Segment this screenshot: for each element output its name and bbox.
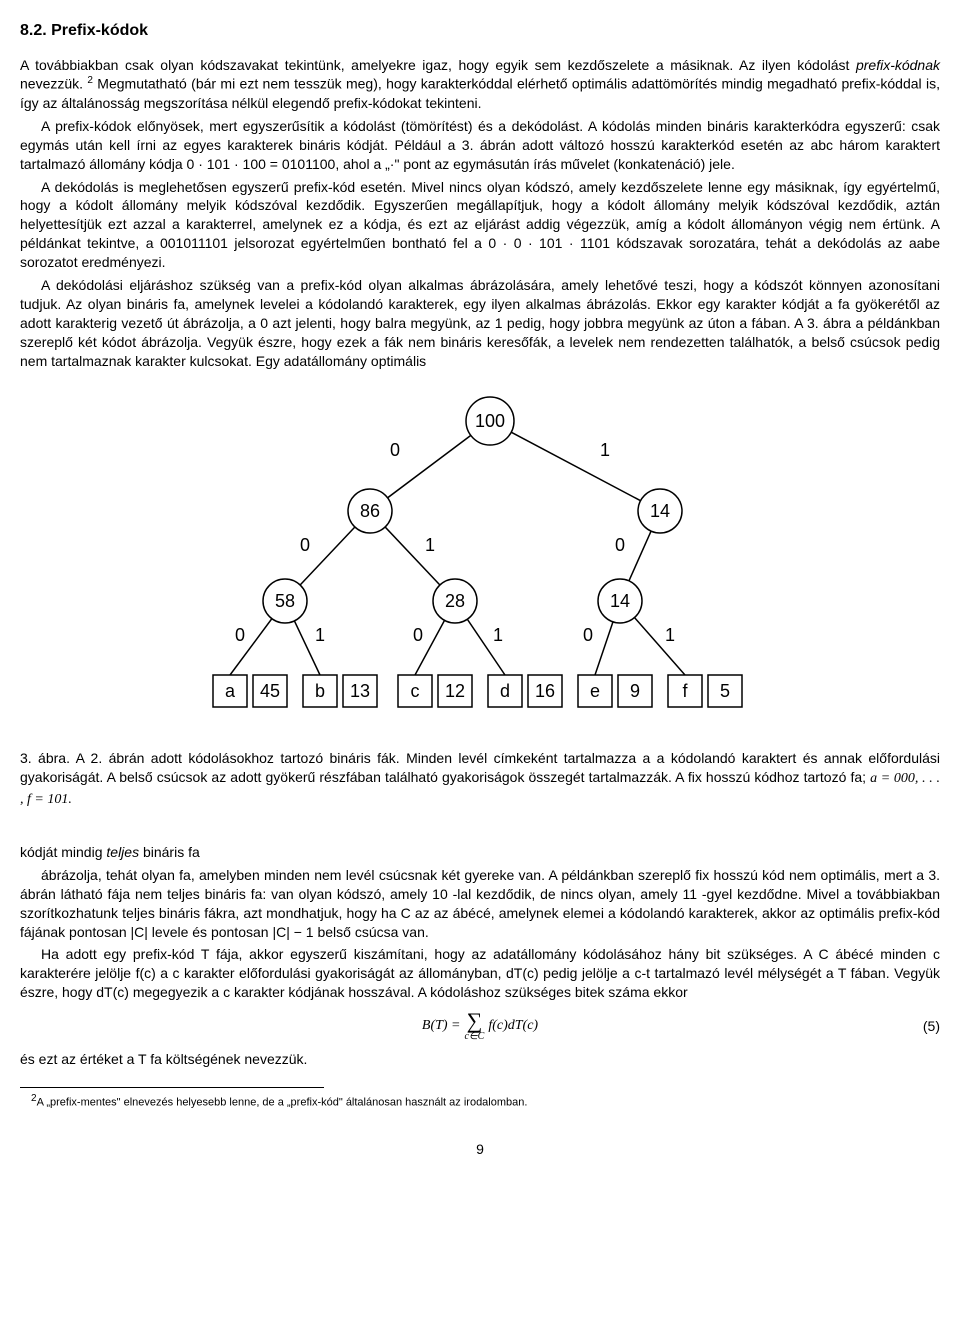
paragraph-5: kódját mindig teljes bináris fa — [20, 843, 940, 862]
paragraph-3: A dekódolás is meglehetősen egyszerű pre… — [20, 178, 940, 272]
svg-text:13: 13 — [350, 681, 370, 701]
text: bináris fa — [139, 844, 200, 860]
equation-5: B(T) = ∑ c∈C f(c)dT(c) (5) — [20, 1010, 940, 1042]
svg-text:c: c — [411, 681, 420, 701]
paragraph-8: és ezt az értéket a T fa költségének nev… — [20, 1050, 940, 1069]
footnote-rule — [20, 1087, 324, 1088]
svg-text:e: e — [590, 681, 600, 701]
term-teljes: teljes — [106, 844, 139, 860]
text: nevezzük. — [20, 76, 87, 92]
paragraph-1: A továbbiakban csak olyan kódszavakat te… — [20, 56, 940, 113]
svg-text:1: 1 — [665, 625, 675, 645]
sum-lower-limit: c∈C — [465, 1032, 485, 1042]
eq-rhs: f(c)dT(c) — [488, 1017, 538, 1036]
svg-text:0: 0 — [390, 440, 400, 460]
svg-text:0: 0 — [615, 535, 625, 555]
text: Megmutatható (bár mi ezt nem tesszük meg… — [20, 76, 940, 111]
sigma-symbol: ∑ — [467, 1010, 483, 1032]
svg-text:16: 16 — [535, 681, 555, 701]
svg-text:28: 28 — [445, 591, 465, 611]
figure-3-tree: 010100101011008614582814a45b13c12d16e9f5 — [20, 391, 940, 736]
svg-text:d: d — [500, 681, 510, 701]
svg-text:100: 100 — [475, 411, 505, 431]
eq-lhs: B(T) = — [422, 1017, 461, 1036]
svg-text:9: 9 — [630, 681, 640, 701]
svg-text:1: 1 — [493, 625, 503, 645]
svg-text:a: a — [225, 681, 236, 701]
footnote-text: A „prefix-mentes" elnevezés helyesebb le… — [37, 1097, 528, 1109]
equation-number: (5) — [923, 1017, 940, 1036]
eq-sum: ∑ c∈C — [465, 1010, 485, 1042]
caption-text: 3. ábra. A 2. ábrán adott kódolásokhoz t… — [20, 750, 940, 785]
footnote-2: 2A „prefix-mentes" elnevezés helyesebb l… — [20, 1092, 940, 1111]
paragraph-7: Ha adott egy prefix-kód T fája, akkor eg… — [20, 945, 940, 1002]
svg-text:0: 0 — [235, 625, 245, 645]
svg-text:45: 45 — [260, 681, 280, 701]
svg-text:0: 0 — [413, 625, 423, 645]
term-prefix-kod: prefix-kódnak — [856, 57, 940, 73]
figure-3-caption: 3. ábra. A 2. ábrán adott kódolásokhoz t… — [20, 749, 940, 810]
svg-text:1: 1 — [425, 535, 435, 555]
svg-text:0: 0 — [583, 625, 593, 645]
svg-text:5: 5 — [720, 681, 730, 701]
text: kódját mindig — [20, 844, 106, 860]
svg-text:12: 12 — [445, 681, 465, 701]
paragraph-6: ábrázolja, tehát olyan fa, amelyben mind… — [20, 866, 940, 942]
paragraph-4: A dekódolási eljáráshoz szükség van a pr… — [20, 276, 940, 370]
paragraph-2: A prefix-kódok előnyösek, mert egyszerűs… — [20, 117, 940, 174]
svg-text:14: 14 — [650, 501, 670, 521]
binary-tree-svg: 010100101011008614582814a45b13c12d16e9f5 — [160, 391, 800, 731]
svg-text:1: 1 — [315, 625, 325, 645]
svg-text:14: 14 — [610, 591, 630, 611]
page-number: 9 — [20, 1140, 940, 1159]
svg-text:1: 1 — [600, 440, 610, 460]
svg-text:0: 0 — [300, 535, 310, 555]
svg-text:58: 58 — [275, 591, 295, 611]
svg-text:86: 86 — [360, 501, 380, 521]
section-heading: 8.2. Prefix-kódok — [20, 20, 940, 42]
text: A továbbiakban csak olyan kódszavakat te… — [20, 57, 856, 73]
svg-text:b: b — [315, 681, 325, 701]
